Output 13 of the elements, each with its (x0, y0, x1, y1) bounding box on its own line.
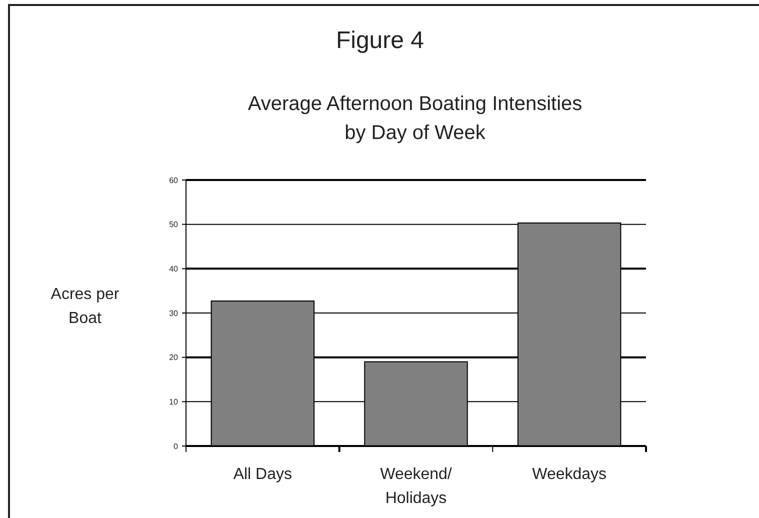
y-tick-label: 30 (169, 308, 179, 318)
y-tick-label: 50 (169, 220, 179, 230)
y-tick-label: 60 (169, 176, 179, 185)
x-tick-label: Weekdays (532, 466, 607, 483)
y-axis-title: Acres per Boat (50, 286, 120, 327)
chart-title: Figure 4 (336, 27, 424, 54)
y-tick-label: 20 (169, 353, 179, 362)
y-tick-label: 0 (174, 442, 179, 451)
chart-subtitle: Average Afternoon Boating Intensities by Day of Week (248, 93, 582, 144)
y-tick-label: 40 (169, 264, 179, 274)
x-tick-label: All Days (233, 466, 292, 483)
x-tick-label: Weekend/ Holidays (380, 466, 452, 507)
y-tick-label: 10 (169, 397, 179, 406)
